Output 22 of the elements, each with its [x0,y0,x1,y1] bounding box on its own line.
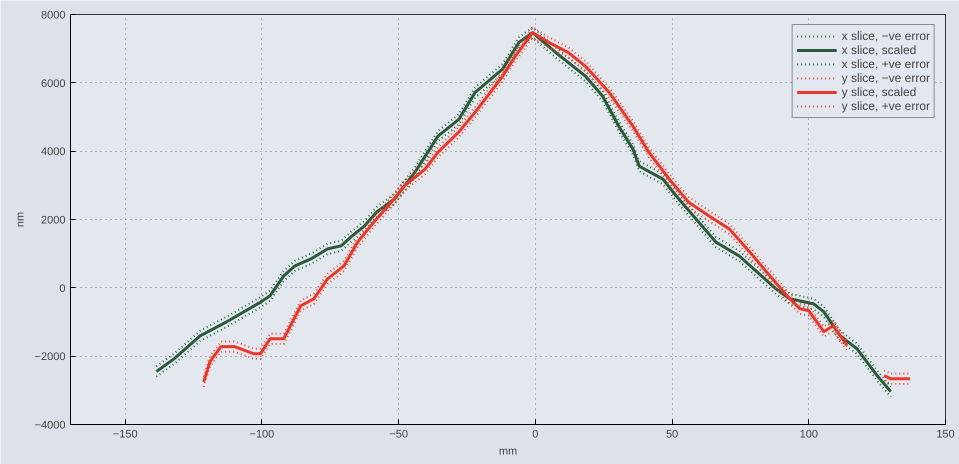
legend-label: x slice, +ve error [842,57,930,71]
legend-label: x slice, −ve error [842,29,930,43]
x-axis-title: mm [498,446,518,458]
x-tick-label: −50 [389,428,408,440]
x-tick-label: 150 [936,428,955,440]
y-tick-label: 6000 [41,78,66,90]
y-tick-label: 8000 [41,10,66,22]
x-tick-label: −150 [112,428,138,440]
y-tick-label: 4000 [41,146,66,158]
x-tick-label: 100 [800,428,818,440]
y-tick-label: −4000 [34,420,66,432]
legend-label: y slice, −ve error [842,71,930,85]
y-tick-label: 2000 [41,214,66,226]
x-tick-label: 50 [666,428,678,440]
y-tick-label: 0 [59,282,66,295]
y-tick-label: −2000 [34,351,66,364]
y-axis-title: nm [14,212,27,228]
legend-label: x slice, scaled [842,43,916,57]
legend-label: y slice, scaled [842,85,916,99]
legend-label: y slice, +ve error [842,99,930,113]
x-tick-label: −100 [250,428,274,440]
x-tick-label: 0 [532,428,538,440]
